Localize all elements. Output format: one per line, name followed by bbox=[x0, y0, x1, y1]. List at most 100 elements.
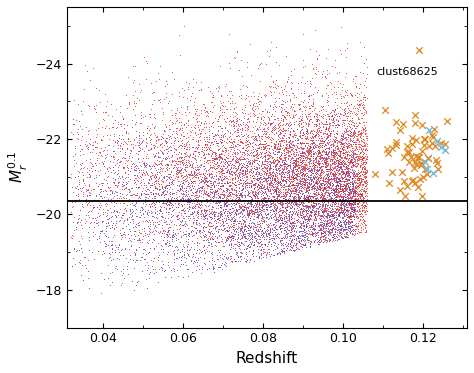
Point bbox=[97, 188, 105, 194]
Point bbox=[138, 207, 146, 213]
Point bbox=[155, 207, 163, 213]
Point bbox=[321, 189, 329, 195]
Point bbox=[330, 151, 337, 157]
Point bbox=[311, 164, 319, 170]
Point bbox=[229, 115, 237, 120]
Point bbox=[309, 141, 316, 147]
Point bbox=[305, 194, 312, 200]
Point bbox=[324, 166, 331, 172]
Point bbox=[323, 202, 330, 208]
Point bbox=[291, 220, 299, 226]
Point bbox=[227, 164, 235, 170]
Point bbox=[361, 143, 368, 149]
Point bbox=[341, 92, 349, 98]
Point bbox=[228, 233, 236, 239]
Point bbox=[340, 233, 347, 239]
Point bbox=[293, 191, 301, 197]
Point bbox=[259, 159, 266, 164]
Point bbox=[189, 251, 197, 257]
Point bbox=[232, 195, 240, 201]
Point bbox=[158, 200, 166, 206]
Point bbox=[85, 189, 92, 195]
Point bbox=[242, 176, 249, 182]
Y-axis label: $M_r^{0.1}$: $M_r^{0.1}$ bbox=[7, 151, 30, 184]
Point bbox=[201, 142, 209, 148]
Point bbox=[91, 224, 98, 230]
Point bbox=[98, 137, 105, 142]
Point bbox=[122, 181, 130, 186]
Point bbox=[237, 232, 245, 238]
Point bbox=[291, 157, 299, 163]
Point bbox=[298, 120, 305, 126]
Point bbox=[311, 156, 319, 162]
Point bbox=[151, 209, 159, 215]
Point bbox=[292, 164, 299, 170]
Point bbox=[253, 156, 261, 162]
Point bbox=[251, 175, 258, 181]
Point bbox=[349, 162, 356, 168]
Point bbox=[297, 135, 304, 141]
Point bbox=[332, 149, 340, 155]
Point bbox=[319, 209, 327, 215]
Point bbox=[280, 157, 287, 163]
Point bbox=[321, 181, 329, 187]
Point bbox=[162, 241, 170, 247]
Point bbox=[249, 140, 256, 145]
Point bbox=[297, 152, 305, 158]
Point bbox=[318, 71, 326, 77]
Point bbox=[349, 190, 356, 196]
Point bbox=[229, 109, 237, 115]
Point bbox=[242, 235, 250, 241]
Point bbox=[121, 232, 129, 238]
Point bbox=[80, 98, 87, 104]
Point bbox=[333, 191, 340, 197]
Point bbox=[226, 139, 233, 145]
Point bbox=[244, 162, 251, 167]
Point bbox=[250, 159, 258, 165]
Point bbox=[306, 157, 314, 163]
Point bbox=[265, 193, 273, 199]
Point bbox=[312, 131, 319, 137]
Point bbox=[267, 241, 275, 247]
Point bbox=[233, 250, 240, 256]
Point bbox=[338, 123, 346, 129]
Point bbox=[234, 229, 242, 235]
Point bbox=[332, 185, 339, 191]
Point bbox=[201, 214, 208, 220]
Point bbox=[223, 155, 230, 161]
Point bbox=[312, 195, 320, 201]
Point bbox=[225, 242, 233, 248]
Point bbox=[326, 193, 333, 199]
Point bbox=[204, 192, 212, 198]
Point bbox=[84, 187, 91, 193]
Point bbox=[290, 149, 298, 155]
Point bbox=[195, 127, 203, 133]
Point bbox=[102, 223, 110, 229]
Point bbox=[245, 126, 252, 132]
Point bbox=[177, 196, 184, 202]
Point bbox=[250, 242, 258, 248]
Point bbox=[89, 168, 96, 174]
Point bbox=[161, 227, 168, 233]
Point bbox=[346, 188, 354, 194]
Point bbox=[347, 151, 355, 157]
Point bbox=[275, 165, 283, 171]
Point bbox=[295, 184, 302, 189]
Point bbox=[181, 160, 188, 166]
Point bbox=[293, 149, 301, 155]
Point bbox=[278, 248, 285, 254]
Point bbox=[185, 109, 193, 115]
Point bbox=[271, 225, 279, 231]
Point bbox=[178, 183, 186, 189]
Point bbox=[139, 169, 147, 175]
Point bbox=[286, 181, 293, 186]
Point bbox=[236, 258, 244, 264]
Point bbox=[289, 182, 297, 188]
Point bbox=[310, 209, 318, 215]
Point bbox=[270, 208, 277, 214]
Point bbox=[307, 223, 315, 229]
Point bbox=[264, 167, 271, 173]
Point bbox=[249, 226, 257, 232]
Point bbox=[313, 127, 321, 133]
Point bbox=[90, 204, 98, 210]
